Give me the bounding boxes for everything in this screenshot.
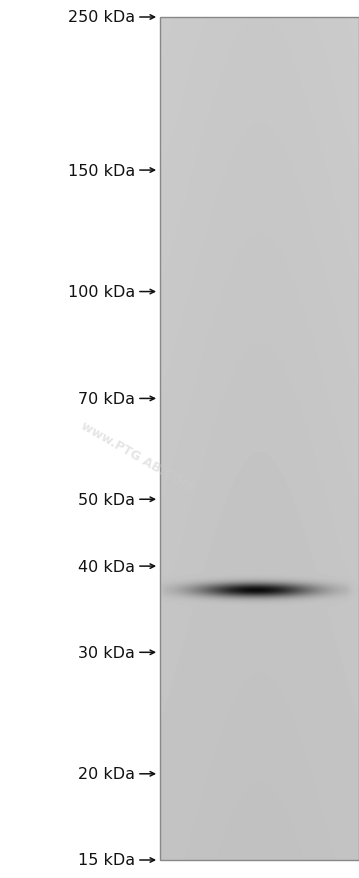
Text: 150 kDa: 150 kDa [68, 163, 135, 178]
Text: 50 kDa: 50 kDa [78, 493, 135, 507]
Text: 30 kDa: 30 kDa [78, 645, 135, 660]
Text: 100 kDa: 100 kDa [68, 284, 135, 299]
Text: 15 kDa: 15 kDa [78, 853, 135, 867]
Text: 20 kDa: 20 kDa [78, 766, 135, 781]
Bar [160, 18, 359, 860]
Text: www.PTG AB.COM: www.PTG AB.COM [78, 420, 195, 493]
Text: 250 kDa: 250 kDa [68, 11, 135, 25]
Text: 40 kDa: 40 kDa [78, 559, 135, 574]
Text: 70 kDa: 70 kDa [78, 392, 135, 407]
